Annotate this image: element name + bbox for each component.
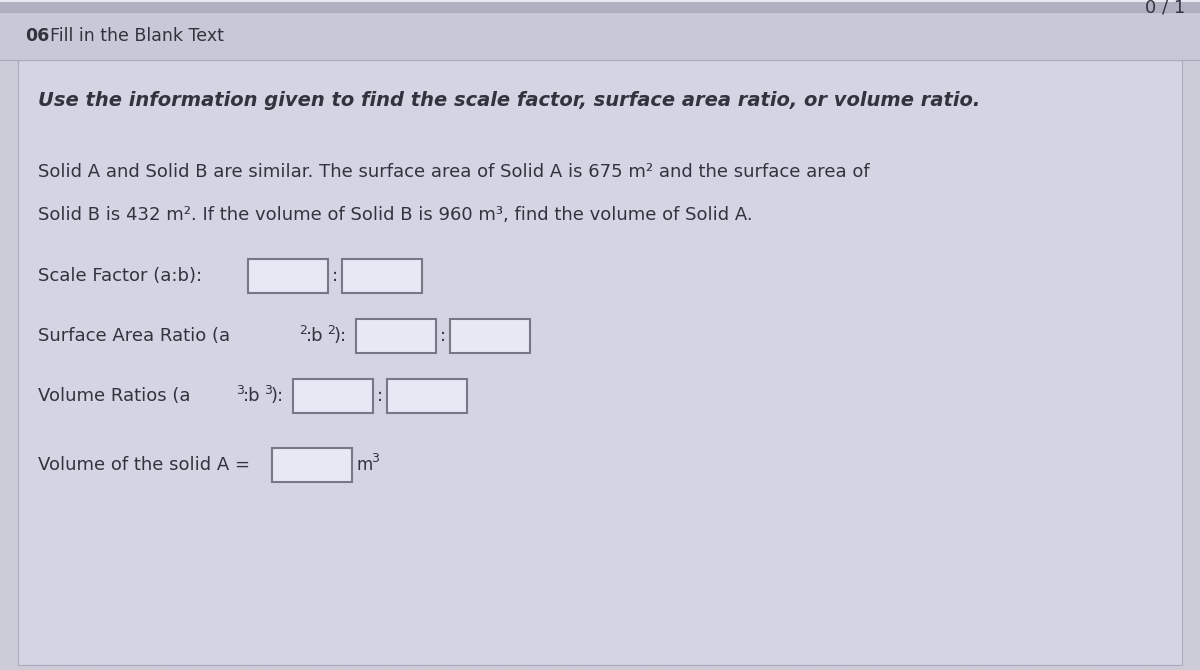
Bar xyxy=(450,319,530,353)
Text: 3: 3 xyxy=(371,452,379,466)
Text: 3: 3 xyxy=(236,383,244,397)
Bar xyxy=(386,379,467,413)
Text: Use the information given to find the scale factor, surface area ratio, or volum: Use the information given to find the sc… xyxy=(38,90,980,109)
Bar xyxy=(248,259,328,293)
Bar xyxy=(342,259,422,293)
Bar xyxy=(0,0,1200,12)
Text: Solid B is 432 m². If the volume of Solid B is 960 m³, find the volume of Solid : Solid B is 432 m². If the volume of Soli… xyxy=(38,206,752,224)
Text: :: : xyxy=(332,267,338,285)
Bar xyxy=(0,12,1200,60)
Text: 3: 3 xyxy=(264,383,272,397)
Bar xyxy=(356,319,436,353)
Text: Volume Ratios (a: Volume Ratios (a xyxy=(38,387,191,405)
Text: :: : xyxy=(440,327,446,345)
Text: Solid A and Solid B are similar. The surface area of Solid A is 675 m² and the s: Solid A and Solid B are similar. The sur… xyxy=(38,163,870,181)
Text: :b: :b xyxy=(242,387,260,405)
Text: Volume of the solid A =: Volume of the solid A = xyxy=(38,456,250,474)
Text: ):: ): xyxy=(271,387,284,405)
Text: :b: :b xyxy=(306,327,324,345)
Text: ):: ): xyxy=(334,327,347,345)
Text: 0 / 1: 0 / 1 xyxy=(1145,0,1186,16)
Text: Surface Area Ratio (a: Surface Area Ratio (a xyxy=(38,327,230,345)
Text: 2: 2 xyxy=(299,324,307,336)
Bar xyxy=(293,379,373,413)
Text: Scale Factor (a:b):: Scale Factor (a:b): xyxy=(38,267,202,285)
Text: 2: 2 xyxy=(326,324,335,336)
Bar xyxy=(272,448,352,482)
Text: 06: 06 xyxy=(25,27,49,45)
Text: m: m xyxy=(358,456,373,474)
Text: Fill in the Blank Text: Fill in the Blank Text xyxy=(50,27,224,45)
Text: :: : xyxy=(377,387,383,405)
